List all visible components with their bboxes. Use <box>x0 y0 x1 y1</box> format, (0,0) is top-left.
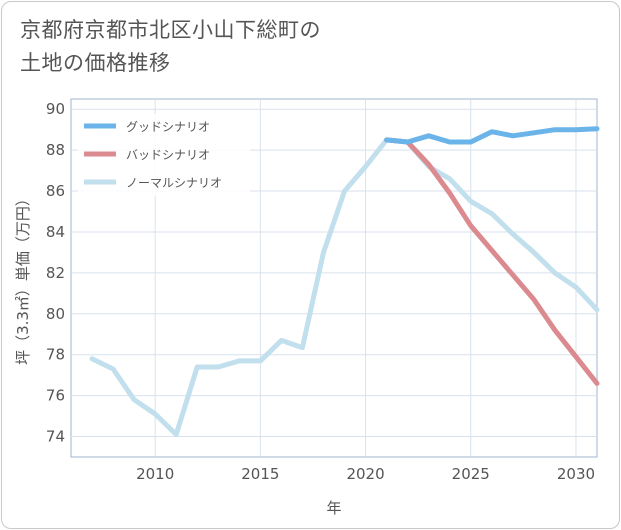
y-tick-76: 76 <box>46 387 65 405</box>
x-tick-2025: 2025 <box>452 465 490 483</box>
x-axis-title: 年 <box>326 499 341 517</box>
y-tick-74: 74 <box>46 428 65 446</box>
y-tick-86: 86 <box>46 182 65 200</box>
y-tick-90: 90 <box>46 100 65 118</box>
series-line-2 <box>384 137 600 386</box>
x-tick-2030: 2030 <box>557 465 595 483</box>
legend-label-1: グッドシナリオ <box>126 120 210 134</box>
y-tick-80: 80 <box>46 305 65 323</box>
x-tick-2010: 2010 <box>136 465 174 483</box>
y-tick-82: 82 <box>46 264 65 282</box>
series-line-1 <box>384 126 600 145</box>
y-tick-88: 88 <box>46 141 65 159</box>
plot-series <box>89 126 600 437</box>
chart-title-line-1: 京都府京都市北区小山下総町の <box>20 18 321 42</box>
x-tick-2015: 2015 <box>241 465 279 483</box>
chart-title-line-2: 土地の価格推移 <box>20 51 171 75</box>
y-axis-title: 坪（3.3㎡）単価（万円） <box>14 191 32 365</box>
series-line-3 <box>89 137 600 437</box>
y-tick-84: 84 <box>46 223 65 241</box>
legend-label-3: ノーマルシナリオ <box>126 176 222 190</box>
y-tick-78: 78 <box>46 346 65 364</box>
legend-label-2: バッドシナリオ <box>126 148 210 162</box>
chart-title: 京都府京都市北区小山下総町の 土地の価格推移 <box>20 14 321 80</box>
axis-ticks: 74 76 78 80 82 84 86 88 90 2010 2015 2020 2025 2030 <box>46 100 595 483</box>
x-tick-2020: 2020 <box>346 465 384 483</box>
